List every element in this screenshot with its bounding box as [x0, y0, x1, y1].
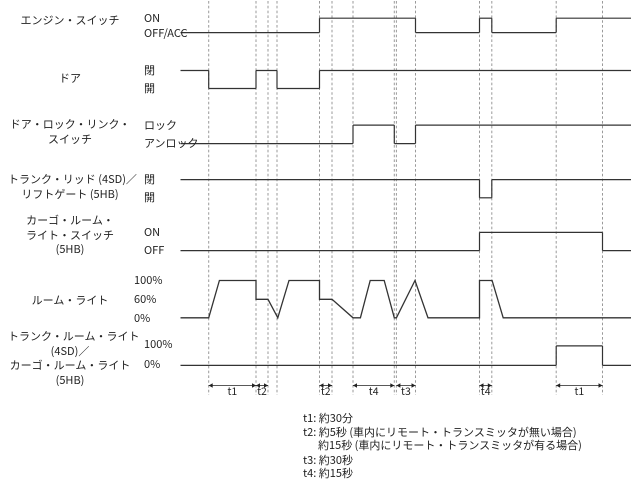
- svg-text:t4: t4: [481, 384, 491, 399]
- svg-text:t2: t2: [321, 384, 331, 399]
- svg-text:t4: t4: [369, 384, 379, 399]
- svg-text:t2: t2: [257, 384, 267, 399]
- svg-text:t3: t3: [401, 384, 411, 399]
- svg-text:t1: t1: [574, 384, 584, 399]
- svg-text:t1: t1: [227, 384, 237, 399]
